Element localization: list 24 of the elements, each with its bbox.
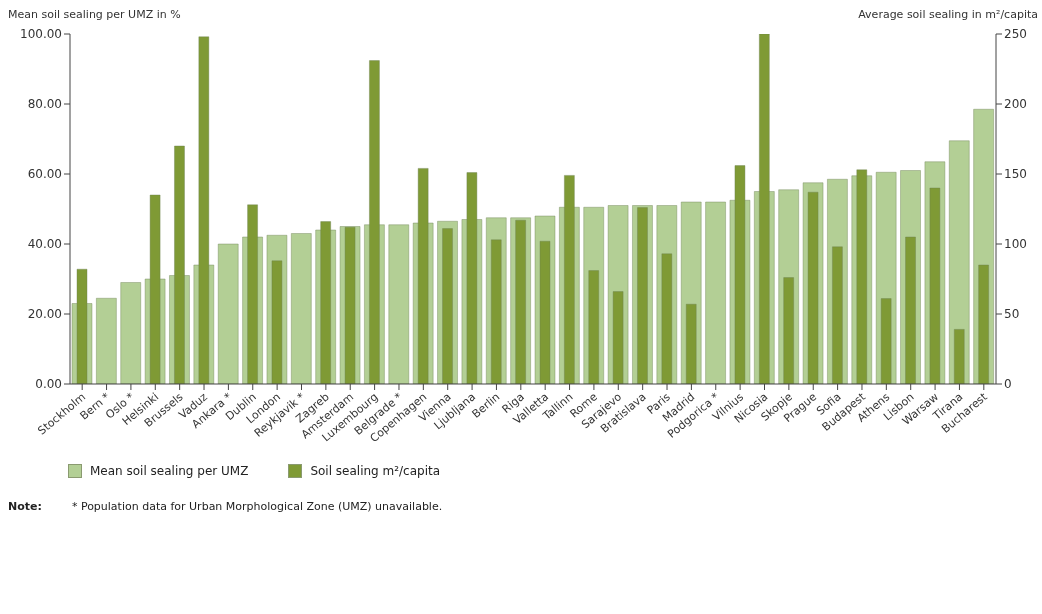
y2-tick-label: 200 — [1004, 97, 1027, 112]
y2-tick-label: 0 — [1004, 377, 1012, 392]
y-tick-label: 0.00 — [35, 377, 62, 392]
y2-tick-label: 150 — [1004, 167, 1027, 182]
y-tick-label: 40.00 — [27, 237, 62, 252]
bar — [705, 201, 727, 384]
text: Note: — [8, 500, 42, 513]
bar — [217, 243, 239, 384]
y-tick-label: 80.00 — [27, 97, 62, 112]
y-tick-label: 60.00 — [27, 167, 62, 182]
text: * Population data for Urban Morphological Zone (UMZ) unavailable. — [71, 500, 443, 513]
legend-label: Soil sealing m²/capita — [310, 464, 441, 478]
bar — [95, 297, 117, 384]
bar — [290, 233, 312, 384]
y2-axis-title: Average soil sealing in m²/capita — [858, 8, 1038, 23]
y-tick-label: 20.00 — [27, 307, 62, 322]
y-axis-title: Mean soil sealing per UMZ in % — [8, 8, 181, 23]
bar — [120, 282, 142, 384]
y2-tick-label: 250 — [1004, 27, 1027, 42]
y2-tick-label: 100 — [1004, 237, 1027, 252]
legend-label: Mean soil sealing per UMZ — [90, 464, 249, 478]
bar — [388, 224, 410, 384]
y-tick-label: 100.00 — [20, 27, 62, 42]
y2-tick-label: 50 — [1004, 307, 1020, 322]
